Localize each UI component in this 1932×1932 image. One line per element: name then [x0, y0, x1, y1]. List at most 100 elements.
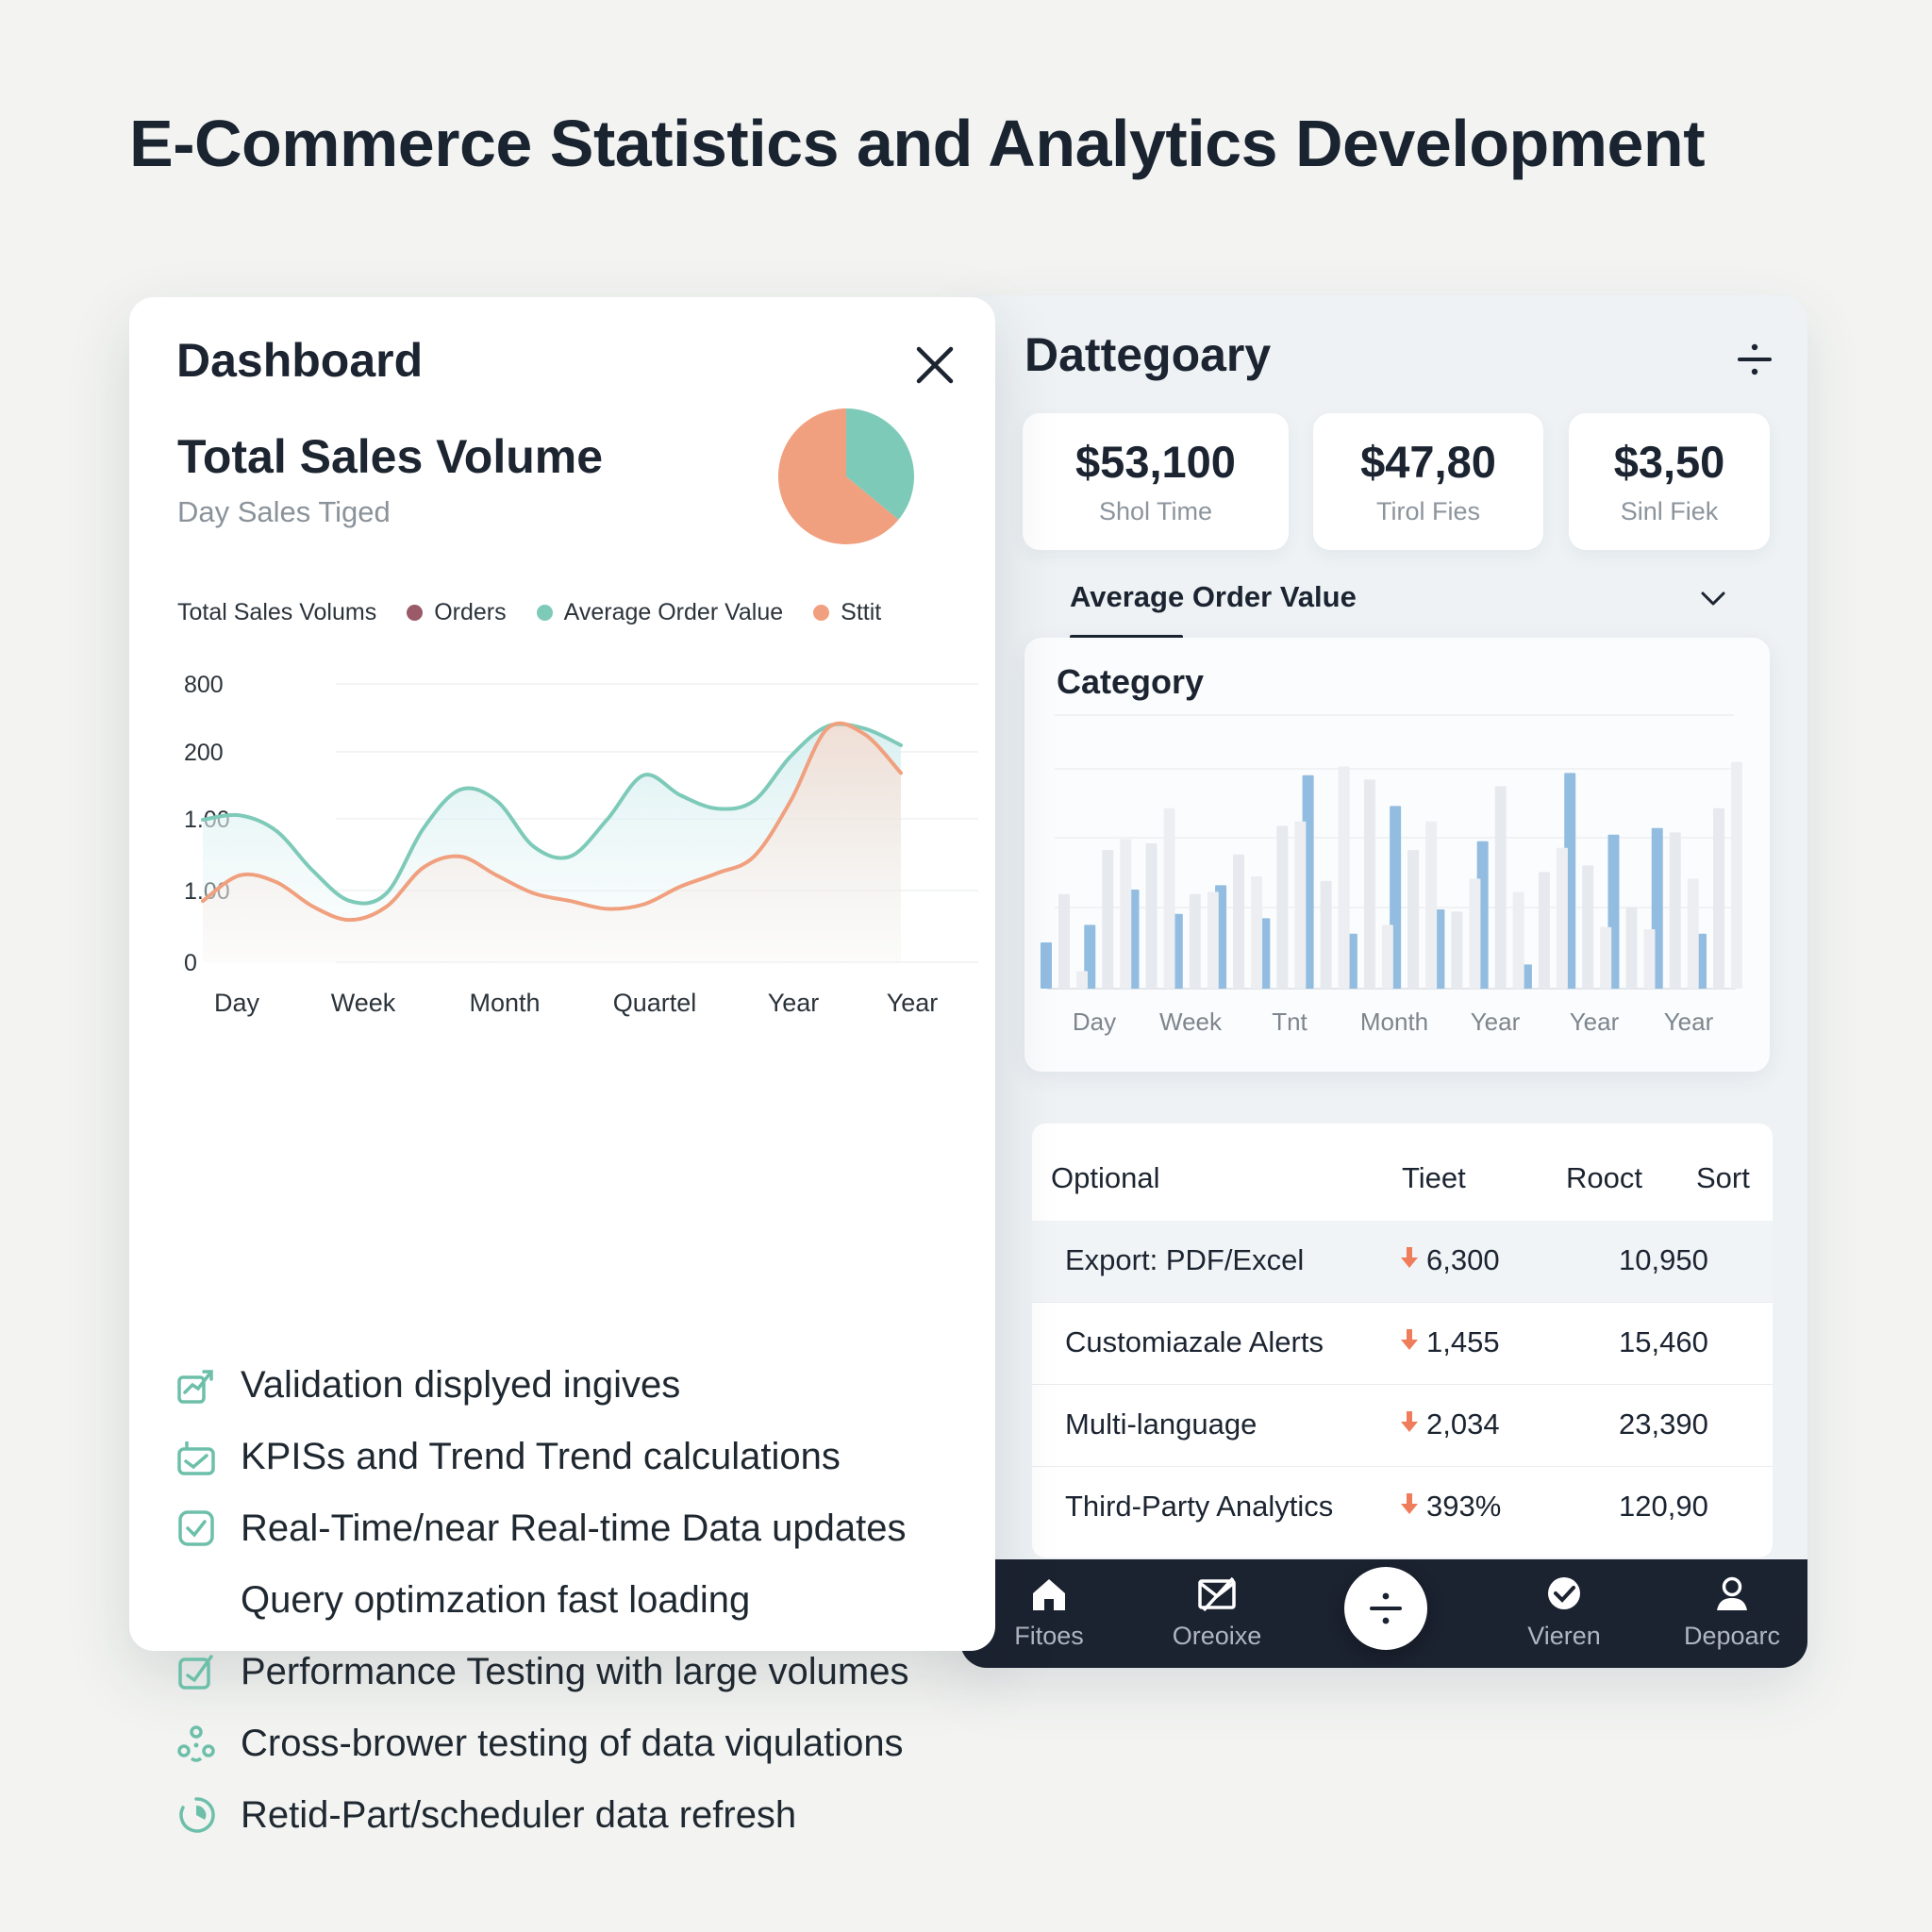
y-tick-label: 0 — [184, 950, 197, 976]
arrow-down-icon — [1398, 1325, 1421, 1359]
bar — [1163, 808, 1175, 989]
user-icon — [1717, 1576, 1747, 1610]
table-header-rooct[interactable]: Rooct — [1566, 1161, 1642, 1194]
row-total: 23,390 — [1619, 1407, 1708, 1441]
legend-label: Average Order Value — [563, 599, 784, 625]
feature-item: Query optimzation fast loading — [175, 1564, 967, 1636]
feature-label: Real-Time/near Real-time Data updates — [241, 1507, 907, 1549]
feature-item: KPISs and Trend Trend calculations — [175, 1421, 967, 1492]
table-header-sort[interactable]: Sort — [1696, 1161, 1750, 1194]
legend-label: Sttit — [841, 599, 882, 625]
table-row[interactable]: Third-Party Analytics 393% 120,90 — [1032, 1467, 1773, 1548]
x-tick-label: Year — [1570, 1008, 1620, 1036]
pie-slice — [846, 408, 914, 520]
row-name: Multi-language — [1065, 1407, 1257, 1441]
chevron-down-icon[interactable] — [1694, 580, 1732, 618]
sales-subtitle: Day Sales Tiged — [177, 495, 391, 528]
stat-label: Tirol Fies — [1375, 497, 1480, 525]
bar — [1381, 924, 1393, 989]
bar — [1102, 850, 1114, 989]
feature-item: Cross-brower testing of data viqulations — [175, 1707, 967, 1779]
nav-label: Oreoixe — [1172, 1622, 1262, 1650]
tab-average-order-value[interactable]: Average Order Value — [1070, 580, 1357, 613]
feature-item: Validation displyed ingives — [175, 1349, 967, 1421]
y-tick-label: 200 — [184, 740, 224, 766]
category-bar-chart: Day Week Tnt Month Year Year Year — [1041, 714, 1742, 1036]
bar — [1233, 854, 1245, 989]
arrow-down-icon — [1398, 1407, 1421, 1441]
divide-button[interactable] — [1728, 331, 1781, 388]
arrow-down-icon — [1398, 1243, 1421, 1277]
nav-item-depoarc[interactable]: Depoarc — [1661, 1573, 1803, 1651]
x-tick-label: Month — [469, 989, 540, 1017]
legend-item-aov: Average Order Value — [536, 599, 784, 626]
bar — [1494, 786, 1507, 989]
category-chart-card: Day Week Tnt Month Year Year Year Category — [1024, 638, 1770, 1072]
bar — [1251, 876, 1263, 989]
bar — [1669, 832, 1681, 989]
nav-item-oreoixe[interactable]: Oreoixe — [1146, 1573, 1288, 1651]
bar — [1731, 761, 1742, 989]
divide-icon — [1370, 1592, 1402, 1624]
legend-item-sttit: Sttit — [813, 599, 881, 626]
nav-label: Vieren — [1527, 1622, 1601, 1650]
x-tick-label: Year — [1664, 1008, 1714, 1036]
network-icon — [177, 1725, 215, 1762]
tab-underline — [1070, 635, 1183, 639]
center-action-button[interactable] — [1344, 1567, 1427, 1650]
arrow-down-icon — [1401, 1411, 1418, 1432]
sales-line-chart: 8002001.001.000DayWeekMonthQuartelYearYe… — [184, 672, 978, 1017]
bar — [1294, 821, 1307, 989]
bar — [1058, 893, 1070, 989]
edit-box-icon — [178, 1655, 213, 1690]
dashboard-title: Dashboard — [176, 334, 424, 387]
feature-table: Optional Tieet Rooct Sort Export: PDF/Ex… — [1032, 1124, 1773, 1557]
category-panel-title: Dattegoary — [1024, 328, 1272, 381]
x-tick-label: Day — [214, 989, 260, 1017]
table-row[interactable]: Multi-language 2,034 23,390 — [1032, 1385, 1773, 1467]
sales-pie-chart — [778, 408, 914, 544]
series-line — [201, 721, 903, 923]
close-button[interactable] — [903, 333, 967, 397]
row-delta: 6,300 — [1426, 1243, 1500, 1276]
legend-dot — [407, 605, 424, 621]
category-chart-title: Category — [1057, 662, 1205, 701]
x-tick-label: Month — [1360, 1008, 1428, 1036]
table-header-optional[interactable]: Optional — [1051, 1161, 1160, 1194]
bar — [1512, 891, 1524, 989]
arrow-down-icon — [1398, 1490, 1421, 1524]
legend-label: Orders — [434, 599, 507, 625]
stat-card-1: $53,100 Shol Time — [1023, 413, 1289, 550]
feature-label: Retid-Part/scheduler data refresh — [241, 1793, 797, 1836]
series-area — [203, 723, 901, 962]
chart-legend: Total Sales Volums Orders Average Order … — [177, 599, 881, 626]
bar — [1338, 766, 1350, 989]
stat-label: Shol Time — [1098, 497, 1213, 525]
bar — [1189, 893, 1201, 989]
table-row[interactable]: Export: PDF/Excel 6,300 10,950 — [1032, 1221, 1773, 1303]
stat-card-2: $47,80 Tirol Fies — [1313, 413, 1543, 550]
x-tick-label: Quartel — [613, 989, 697, 1017]
feature-label: Query optimzation fast loading — [241, 1578, 751, 1621]
table-row[interactable]: Customiazale Alerts 1,455 15,460 — [1032, 1303, 1773, 1385]
row-delta: 2,034 — [1426, 1407, 1500, 1441]
legend-item-orders: Orders — [407, 599, 507, 626]
pie-slice — [778, 408, 899, 544]
nav-item-fitoes[interactable]: Fitoes — [978, 1573, 1120, 1651]
sales-title: Total Sales Volume — [177, 430, 604, 483]
divide-icon — [1738, 343, 1772, 375]
bar — [1451, 911, 1463, 989]
home-icon — [1033, 1579, 1065, 1610]
bar — [1207, 891, 1219, 989]
feature-label: KPISs and Trend Trend calculations — [241, 1435, 841, 1477]
checkbox-icon — [178, 1510, 214, 1546]
check-badge-icon — [1548, 1577, 1580, 1609]
table-header-tieet[interactable]: Tieet — [1402, 1161, 1466, 1194]
bar — [1556, 847, 1568, 989]
nav-item-vieren[interactable]: Vieren — [1493, 1573, 1635, 1651]
bar — [1687, 878, 1699, 989]
y-tick-label: 800 — [184, 672, 224, 698]
row-name: Third-Party Analytics — [1065, 1490, 1334, 1523]
bar — [1643, 929, 1656, 989]
legend-title: Total Sales Volums — [177, 599, 377, 625]
